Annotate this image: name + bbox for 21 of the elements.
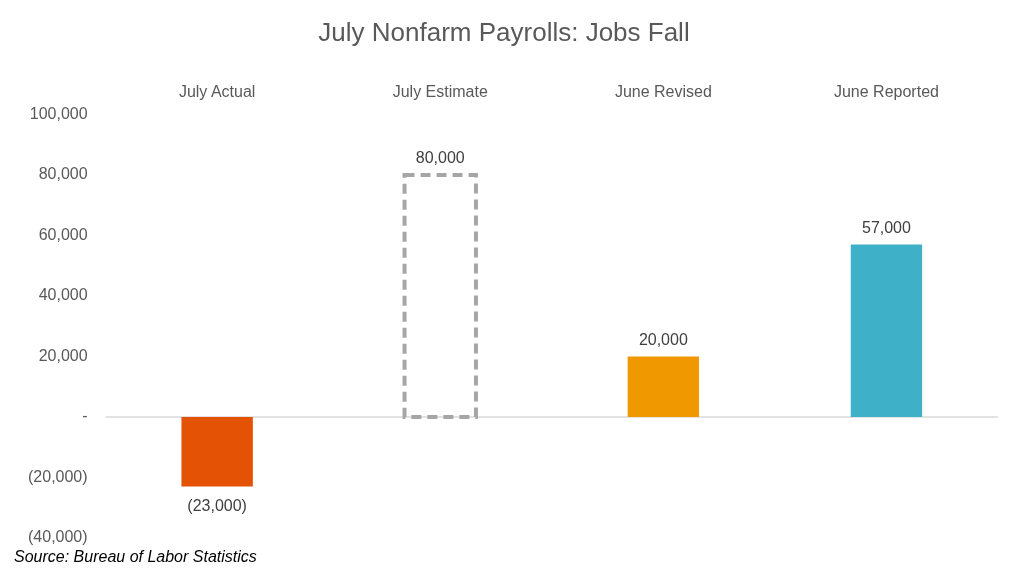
- x-tick-label: June Reported: [833, 83, 939, 101]
- y-tick-label: (20,000): [28, 467, 88, 485]
- y-tick-label: (40,000): [28, 528, 88, 546]
- source-note: Source: Bureau of Labor Statistics: [14, 548, 257, 566]
- data-label: 80,000: [415, 149, 465, 167]
- y-tick-label: 40,000: [38, 286, 88, 304]
- y-tick-label: 100,000: [29, 104, 88, 122]
- data-label: 20,000: [638, 330, 688, 348]
- x-tick-label: July Actual: [178, 83, 256, 101]
- bar: [850, 244, 923, 417]
- x-tick-label: June Revised: [614, 83, 712, 101]
- x-tick-label: July Estimate: [392, 83, 488, 101]
- y-tick-label: -: [82, 407, 88, 425]
- y-tick-label: 80,000: [38, 165, 88, 183]
- bar: [627, 356, 700, 417]
- y-tick-label: 60,000: [38, 225, 88, 243]
- data-label: 57,000: [861, 218, 912, 236]
- chart-title: July Nonfarm Payrolls: Jobs Fall: [318, 16, 690, 47]
- bar: [181, 416, 253, 487]
- y-tick-label: 20,000: [38, 346, 88, 364]
- data-label: (23,000): [187, 496, 247, 514]
